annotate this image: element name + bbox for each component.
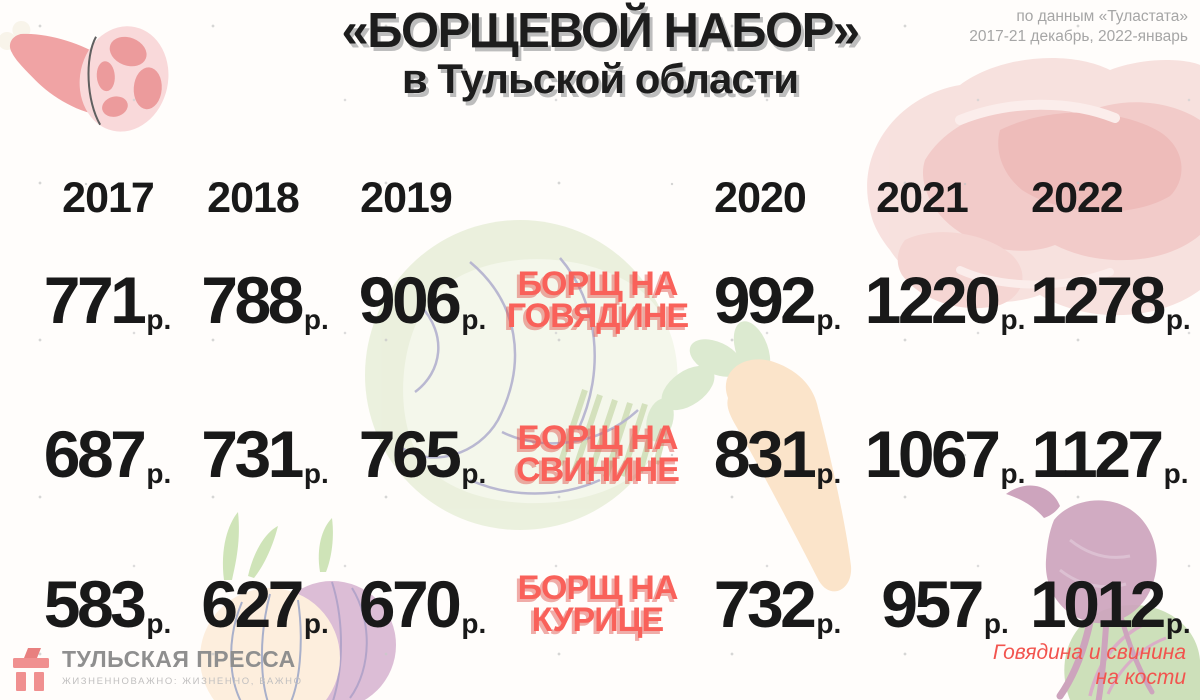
price-pork-2022: 1127 р. <box>1030 416 1190 492</box>
price-number: 906 <box>358 263 462 337</box>
price-number: 731 <box>201 417 304 491</box>
price-number: 1278 <box>1030 263 1166 337</box>
currency-suffix: р. <box>303 608 329 639</box>
source-line2: 2017-21 декабрь, 2022-январь <box>969 28 1188 46</box>
tulskaya-pressa-logo-icon <box>13 648 49 691</box>
currency-suffix: р. <box>1165 608 1191 639</box>
price-number: 831 <box>713 417 817 491</box>
row-label-line2: КУРИЦЕ <box>531 601 664 639</box>
price-number: 1127 <box>1031 417 1164 491</box>
price-pork-2021: 1067 р. <box>860 416 1030 492</box>
price-pork-2018: 731 р. <box>185 416 345 492</box>
price-number: 732 <box>713 567 817 641</box>
currency-suffix: р. <box>1000 458 1026 489</box>
year-2020: 2020 <box>714 173 807 222</box>
price-number: 788 <box>201 263 304 337</box>
row-label-chicken: БОРЩ НА КУРИЦЕ <box>500 568 695 639</box>
price-pork-2017: 687 р. <box>30 416 185 492</box>
currency-suffix: р. <box>1165 304 1191 335</box>
year-2017: 2017 <box>62 173 155 222</box>
year-2018: 2018 <box>207 173 300 222</box>
footnote: Говядина и свинина на кости <box>993 640 1186 690</box>
year-2022: 2022 <box>1031 173 1124 222</box>
price-beef-2019: 906 р. <box>345 262 500 338</box>
source-line1: по данным «Туластата» <box>1016 8 1188 25</box>
currency-suffix: р. <box>816 608 842 639</box>
price-number: 670 <box>358 567 462 641</box>
publisher-logo-text: ТУЛЬСКАЯ ПРЕССА ЖИЗНЕННОВАЖНО: ЖИЗНЕННО,… <box>62 646 303 687</box>
price-pork-2019: 765 р. <box>345 416 500 492</box>
row-label-line1: БОРЩ НА <box>517 264 679 303</box>
publisher-name: ТУЛЬСКАЯ ПРЕССА <box>62 646 296 672</box>
year-2021: 2021 <box>876 173 969 222</box>
publisher-tagline: ЖИЗНЕННОВАЖНО: ЖИЗНЕННО, ВАЖНО <box>62 676 303 687</box>
title-line1: «БОРЩЕВОЙ НАБОР» <box>341 4 860 58</box>
price-chicken-2022: 1012 р. <box>1030 566 1191 642</box>
price-chicken-2018: 627 р. <box>185 566 345 642</box>
data-source-note: по данным «Туластата» 2017-21 декабрь, 2… <box>969 7 1188 47</box>
price-number: 1067 <box>864 417 1001 491</box>
price-number: 687 <box>43 417 147 491</box>
year-2019: 2019 <box>360 173 453 222</box>
currency-suffix: р. <box>146 608 172 639</box>
table-row-chicken: 583 р. 627 р. 670 р. БОРЩ НА КУРИЦЕ 732 р. 9… <box>0 548 1191 660</box>
row-label-line1: БОРЩ НА <box>517 568 679 607</box>
footnote-line2: на кости <box>1095 665 1186 689</box>
price-chicken-2017: 583 р. <box>30 566 185 642</box>
currency-suffix: р. <box>146 304 172 335</box>
currency-suffix: р. <box>461 458 487 489</box>
row-label-line2: СВИНИНЕ <box>516 451 680 489</box>
price-chicken-2020: 732 р. <box>695 566 860 642</box>
currency-suffix: р. <box>1163 458 1189 489</box>
price-beef-2020: 992 р. <box>695 262 860 338</box>
price-number: 992 <box>713 263 817 337</box>
price-beef-2022: 1278 р. <box>1030 262 1191 338</box>
row-label-line2: ГОВЯДИНЕ <box>506 297 689 335</box>
currency-suffix: р. <box>303 304 329 335</box>
price-chicken-2019: 670 р. <box>345 566 500 642</box>
price-number: 1012 <box>1030 567 1166 641</box>
currency-suffix: р. <box>816 458 842 489</box>
price-beef-2018: 788 р. <box>185 262 345 338</box>
price-pork-2020: 831 р. <box>695 416 860 492</box>
table-row-pork: 687 р. 731 р. 765 р. БОРЩ НА СВИНИНЕ 831 р. … <box>0 398 1190 510</box>
title-line2: в Тульской области <box>401 54 799 102</box>
currency-suffix: р. <box>1000 304 1026 335</box>
row-label-beef: БОРЩ НА ГОВЯДИНЕ <box>500 264 695 335</box>
currency-suffix: р. <box>983 608 1009 639</box>
currency-suffix: р. <box>461 608 487 639</box>
price-number: 627 <box>201 567 304 641</box>
row-label-line1: БОРЩ НА <box>517 418 679 457</box>
currency-suffix: р. <box>303 458 329 489</box>
price-beef-2021: 1220 р. <box>860 262 1030 338</box>
price-number: 1220 <box>864 263 1001 337</box>
row-label-pork: БОРЩ НА СВИНИНЕ <box>500 418 695 489</box>
footnote-line1: Говядина и свинина <box>992 640 1186 664</box>
price-number: 957 <box>881 567 984 641</box>
price-number: 771 <box>43 263 147 337</box>
price-beef-2017: 771 р. <box>30 262 185 338</box>
currency-suffix: р. <box>816 304 842 335</box>
price-number: 765 <box>358 417 462 491</box>
currency-suffix: р. <box>146 458 172 489</box>
price-chicken-2021: 957 р. <box>860 566 1030 642</box>
table-row-beef: 771 р. 788 р. 906 р. БОРЩ НА ГОВЯДИНЕ 992 р.… <box>0 244 1191 356</box>
years-header-row: 2017 2018 2019 2020 2021 2022 <box>0 170 1150 226</box>
currency-suffix: р. <box>461 304 487 335</box>
publisher-logo: ТУЛЬСКАЯ ПРЕССА ЖИЗНЕННОВАЖНО: ЖИЗНЕННО,… <box>10 646 303 692</box>
price-number: 583 <box>43 567 147 641</box>
page-title: «БОРЩЕВОЙ НАБОР» в Тульской области <box>0 6 1200 101</box>
